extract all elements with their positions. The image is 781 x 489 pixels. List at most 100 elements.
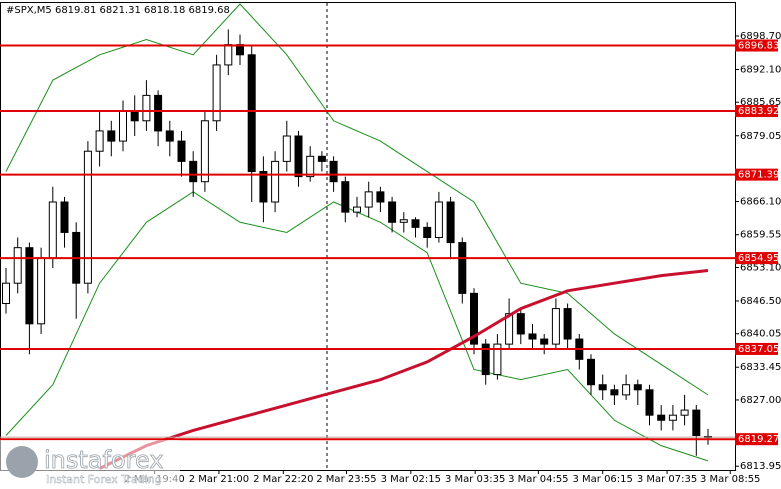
candle-body [341,181,350,213]
x-tick-label: 3 Mar 07:35 [637,474,697,485]
candle-body [388,201,397,223]
candle-body [563,308,572,340]
candle-body [119,110,127,142]
candle-body [247,54,256,173]
candle-body [259,171,268,203]
candle-body [317,155,326,162]
candle-body [37,257,46,325]
x-tick-label: 2 Mar 23:55 [316,474,376,485]
candle-body [411,219,420,228]
candle-body [212,64,221,122]
candle-body [165,130,174,142]
candle-body [668,414,677,421]
y-tick-label: 6879.05 [740,131,781,142]
candle-body [364,191,373,208]
level-label: 6896.83 [738,41,779,52]
candle-body [13,247,22,284]
candle-body [189,160,198,183]
level-label: 6819.27 [738,434,779,445]
level-label: 6871.39 [738,170,779,181]
candle-body [2,282,10,305]
candle-body [95,130,104,152]
y-tick-label: 6859.55 [740,230,781,241]
candle-body [551,308,560,345]
candle-body [692,409,701,436]
logo: instaforex Instant Forex Trading [0,440,180,489]
y-tick-label: 6833.45 [740,362,781,373]
logo-icon [6,446,38,478]
y-tick-label: 6885.65 [740,97,781,108]
candle-body [306,155,315,178]
candle-body [645,389,654,416]
level-label: 6883.92 [738,106,779,117]
level-label-box [735,39,778,52]
candle-body [493,343,502,376]
y-tick-label: 6853.10 [740,262,781,273]
x-tick-label: 3 Mar 04:55 [508,474,568,485]
y-tick-label: 6898.70 [740,31,781,42]
candle-body [633,384,642,391]
y-tick-label: 6840.05 [740,329,781,340]
x-tick-label: 2 Mar 22:20 [253,474,313,485]
candle-body [200,120,209,183]
logo-name: instaforex [44,446,164,474]
candle-body [680,409,689,416]
candle-body [528,333,537,340]
candle-body [446,201,455,244]
candle-body [294,135,303,178]
candle-body [423,226,432,239]
candle-body [177,140,186,162]
y-tick-label: 6866.10 [740,196,781,207]
y-tick-label: 6813.95 [740,461,781,472]
candle-body [329,160,338,183]
candle-body [107,130,116,142]
candle-body [598,384,607,391]
candle-body [540,338,549,345]
candle-body [434,201,443,239]
x-tick-label: 3 Mar 02:15 [381,474,441,485]
candle-body [376,191,385,203]
candle-body [399,219,408,223]
candle-body [610,389,619,396]
x-tick-label: 3 Mar 03:35 [445,474,505,485]
candle-body [622,384,631,396]
x-tick-label: 3 Mar 08:55 [700,474,760,485]
candle-body [60,201,69,233]
candle-body [130,110,139,122]
level-label-box [735,433,778,446]
y-tick-label: 6827.00 [740,395,781,406]
level-label-box [735,342,778,355]
x-tick-label: 3 Mar 06:15 [572,474,632,485]
candle-body [353,206,361,213]
logo-tagline: Instant Forex Trading [46,473,162,486]
candle-body [142,94,151,122]
candle-body [83,150,92,284]
candle-body [657,414,666,421]
candle-body [271,160,280,203]
candle-body [154,94,163,132]
candle-body [224,44,233,66]
candle-body [505,313,514,345]
x-tick-label: 2 Mar 21:00 [189,474,249,485]
level-label-box [735,252,778,265]
level-label-box [735,105,778,118]
candle-body [48,201,57,259]
candle-body [282,135,291,162]
level-label: 6854.95 [738,253,779,264]
candle-body [481,343,490,376]
y-tick-label: 6892.10 [740,65,781,76]
candle-body [516,313,525,335]
candle-body [470,292,478,345]
y-tick-label: 6846.50 [740,296,781,307]
candle-body [25,247,34,325]
marks: 6898.70 6892.10 6885.65 6879.05 6866.10 6859.… [0,3,781,485]
level-label: 6837.05 [738,344,779,355]
moving-average [98,269,709,470]
level-label-box [735,168,778,181]
band-upper [5,3,709,396]
plot-frame [0,2,736,471]
header: #SPX,M5 6819.81 6821.31 6818.18 6819.68 [6,5,230,16]
candle-body [587,358,595,386]
candle-body [458,242,467,294]
